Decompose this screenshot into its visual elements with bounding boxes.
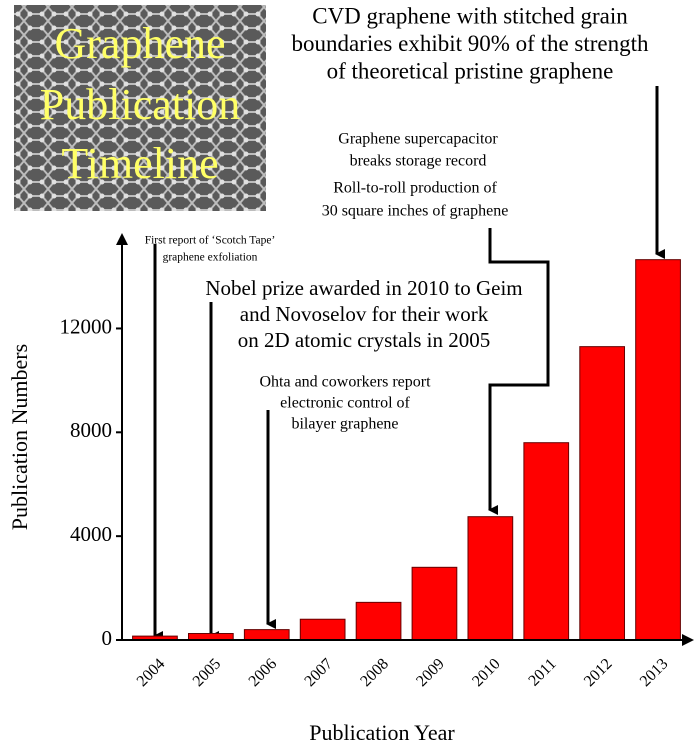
annotation-line: electronic control of [280,395,410,412]
annotation-line: Ohta and coworkers report [259,374,431,391]
bar [579,346,626,641]
annotation-line: Nobel prize awarded in 2010 to Geim [205,276,522,300]
bar [467,516,514,641]
y-tick-label: 8000 [70,418,112,442]
y-tick-label: 4000 [70,522,112,546]
bar [299,618,346,641]
x-tick-label: 2013 [637,655,672,690]
annotation-arrows [153,86,665,641]
annotation-line: CVD graphene with stitched grain [312,3,628,28]
x-tick-label: 2011 [525,655,559,689]
x-tick-label: 2012 [581,655,616,690]
x-tick-label: 2006 [246,655,281,690]
annotation: First report of ‘Scotch Tape’ graphene ex… [145,235,276,264]
x-tick-label: 2007 [301,655,336,690]
annotation-line: bilayer graphene [291,416,398,433]
title-image: Graphene Publication Timeline [14,5,266,211]
annotation-line: First report of ‘Scotch Tape’ [145,235,276,247]
annotation-line: on 2D atomic crystals in 2005 [238,328,491,352]
bar [355,601,402,641]
title-line: Publication [40,80,240,129]
bar [523,442,570,641]
title-line: Graphene [54,19,225,68]
x-tick-label: 2008 [357,655,392,690]
annotation-line: boundaries exhibit 90% of the strength [291,31,649,56]
annotation: Ohta and coworkers report electronic cont… [259,374,431,433]
annotation: Roll-to-roll production of 30 square inch… [322,180,509,220]
annotation-line: breaks storage record [350,153,487,170]
annotation-line: 30 square inches of graphene [322,203,509,220]
bar [635,259,681,641]
arrow [488,228,550,515]
y-tick-label: 0 [102,626,113,650]
annotation: Graphene supercapacitor breaks storage re… [338,131,498,170]
y-tick-label: 12000 [60,314,113,338]
annotation-line: graphene exfoliation [163,252,258,264]
annotation-line: Roll-to-roll production of [333,180,497,197]
annotation: CVD graphene with stitched grain boundari… [291,3,649,83]
annotation-line: of theoretical pristine graphene [327,58,614,83]
x-tick-label: 2010 [469,655,504,690]
annotation-line: and Novoselov for their work [240,302,489,326]
title-image-background [14,5,266,211]
x-tick-label: 2005 [190,655,225,690]
title-line: Timeline [61,139,218,188]
annotation-line: Graphene supercapacitor [338,131,498,148]
bar [243,629,290,641]
x-tick-label: 2009 [413,655,448,690]
x-axis-title: Publication Year [309,720,455,745]
x-tick-label: 2004 [134,655,169,690]
y-axis-title: Publication Numbers [7,344,32,530]
bar [411,566,458,641]
